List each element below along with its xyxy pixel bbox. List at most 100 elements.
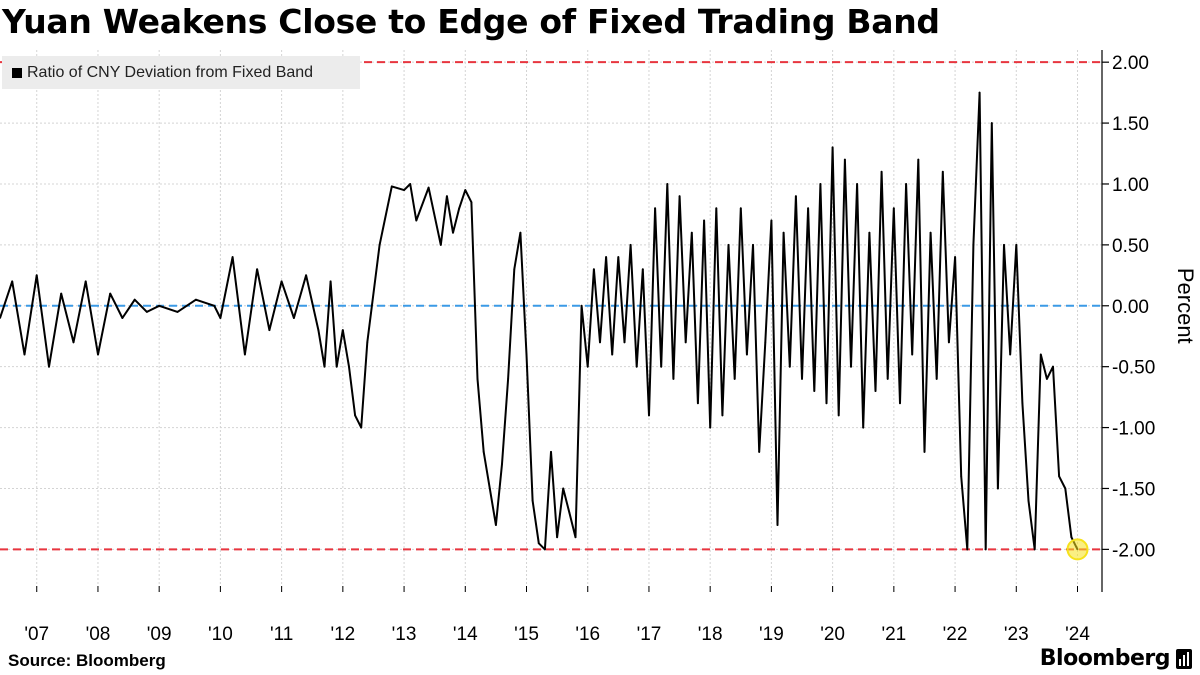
brand-logo: Bloomberg [1040,646,1192,671]
data-point [709,426,712,429]
data-point [697,402,699,405]
data-point [335,365,338,368]
data-point [684,341,687,344]
data-point [960,475,963,478]
data-point [403,189,405,191]
data-point [507,377,510,380]
x-tick-label: '11 [270,624,293,645]
data-point [580,304,583,307]
data-point [464,189,467,191]
x-tick-label: '20 [820,624,845,645]
legend-label: Ratio of CNY Deviation from Fixed Band [27,63,314,81]
data-point [390,185,393,188]
data-point [941,170,944,173]
data-point [158,304,161,307]
data-point [758,451,761,453]
data-point [1052,365,1054,368]
data-point [452,231,454,234]
data-point [654,207,656,210]
data-point [1021,402,1024,405]
data-point [825,402,828,405]
data-point [146,310,148,313]
data-point [641,268,644,271]
data-point [592,268,595,271]
data-point [1015,243,1018,246]
data-point [599,341,601,344]
data-point [635,365,638,368]
data-point [305,274,308,277]
chart-title: Yuan Weakens Close to Edge of Fixed Trad… [2,2,940,41]
data-point [605,256,607,258]
data-point [439,243,442,246]
data-point [280,280,283,283]
data-point [770,219,773,222]
data-point [519,231,522,234]
data-point [537,542,540,545]
data-point [488,487,491,490]
data-point [837,414,840,417]
data-point [886,377,889,380]
data-point [470,201,473,204]
data-point [672,377,675,380]
data-point [11,280,14,283]
data-point [948,341,950,344]
x-tick-label: '13 [392,624,417,645]
x-tick-label: '10 [208,624,233,645]
data-point [764,341,767,344]
data-point [568,511,571,514]
data-point [556,536,559,539]
data-point [256,268,259,271]
data-point [1027,499,1030,502]
x-tick-label: '16 [575,624,600,645]
x-tick-label: '12 [330,624,355,645]
x-tick-label: '24 [1065,624,1090,645]
x-tick-label: '21 [881,624,906,645]
data-point [446,195,448,198]
x-tick-label: '19 [759,624,784,645]
data-point [629,243,632,246]
x-tick-label: '15 [514,624,539,645]
data-point [23,353,26,356]
data-point [268,329,271,332]
x-tick-label: '22 [943,624,968,645]
y-axis-label: Percent [1173,268,1198,344]
y-tick-label: 2.00 [1112,53,1149,74]
data-point [195,298,197,301]
data-point [984,548,987,551]
data-point [1064,487,1067,490]
data-point [501,463,503,466]
x-tick-label: '14 [453,624,478,645]
x-tick-label: '18 [698,624,723,645]
data-point [648,414,650,417]
data-point [531,499,534,502]
data-point [513,268,516,271]
data-point [831,146,834,149]
data-point [341,329,344,332]
data-point [48,365,50,368]
data-point [35,274,38,277]
data-point [213,304,216,307]
data-point [1070,536,1073,539]
data-point [733,377,736,380]
source-note: Source: Bloomberg [8,651,166,670]
data-point [690,231,693,234]
y-tick-label: -2.00 [1112,540,1155,561]
data-point [550,451,552,453]
data-point [348,365,350,368]
brand-name: Bloomberg [1039,646,1171,671]
data-point [1058,475,1061,478]
data-point [219,317,222,319]
legend-swatch [12,67,22,78]
axes: 2.00 1.50 1.00 0.50 0.00 -0.50 -1.00 -1.50 -2.00… [24,50,1155,645]
grid-lines [0,50,1102,592]
data-point [807,207,810,210]
data-point [427,186,430,189]
data-point [176,310,179,313]
data-point [409,183,412,185]
data-point [623,341,626,344]
data-point [905,183,907,185]
data-point [819,183,822,185]
data-point [1039,353,1042,356]
x-tick-label: '07 [24,624,49,645]
data-point [862,426,865,429]
